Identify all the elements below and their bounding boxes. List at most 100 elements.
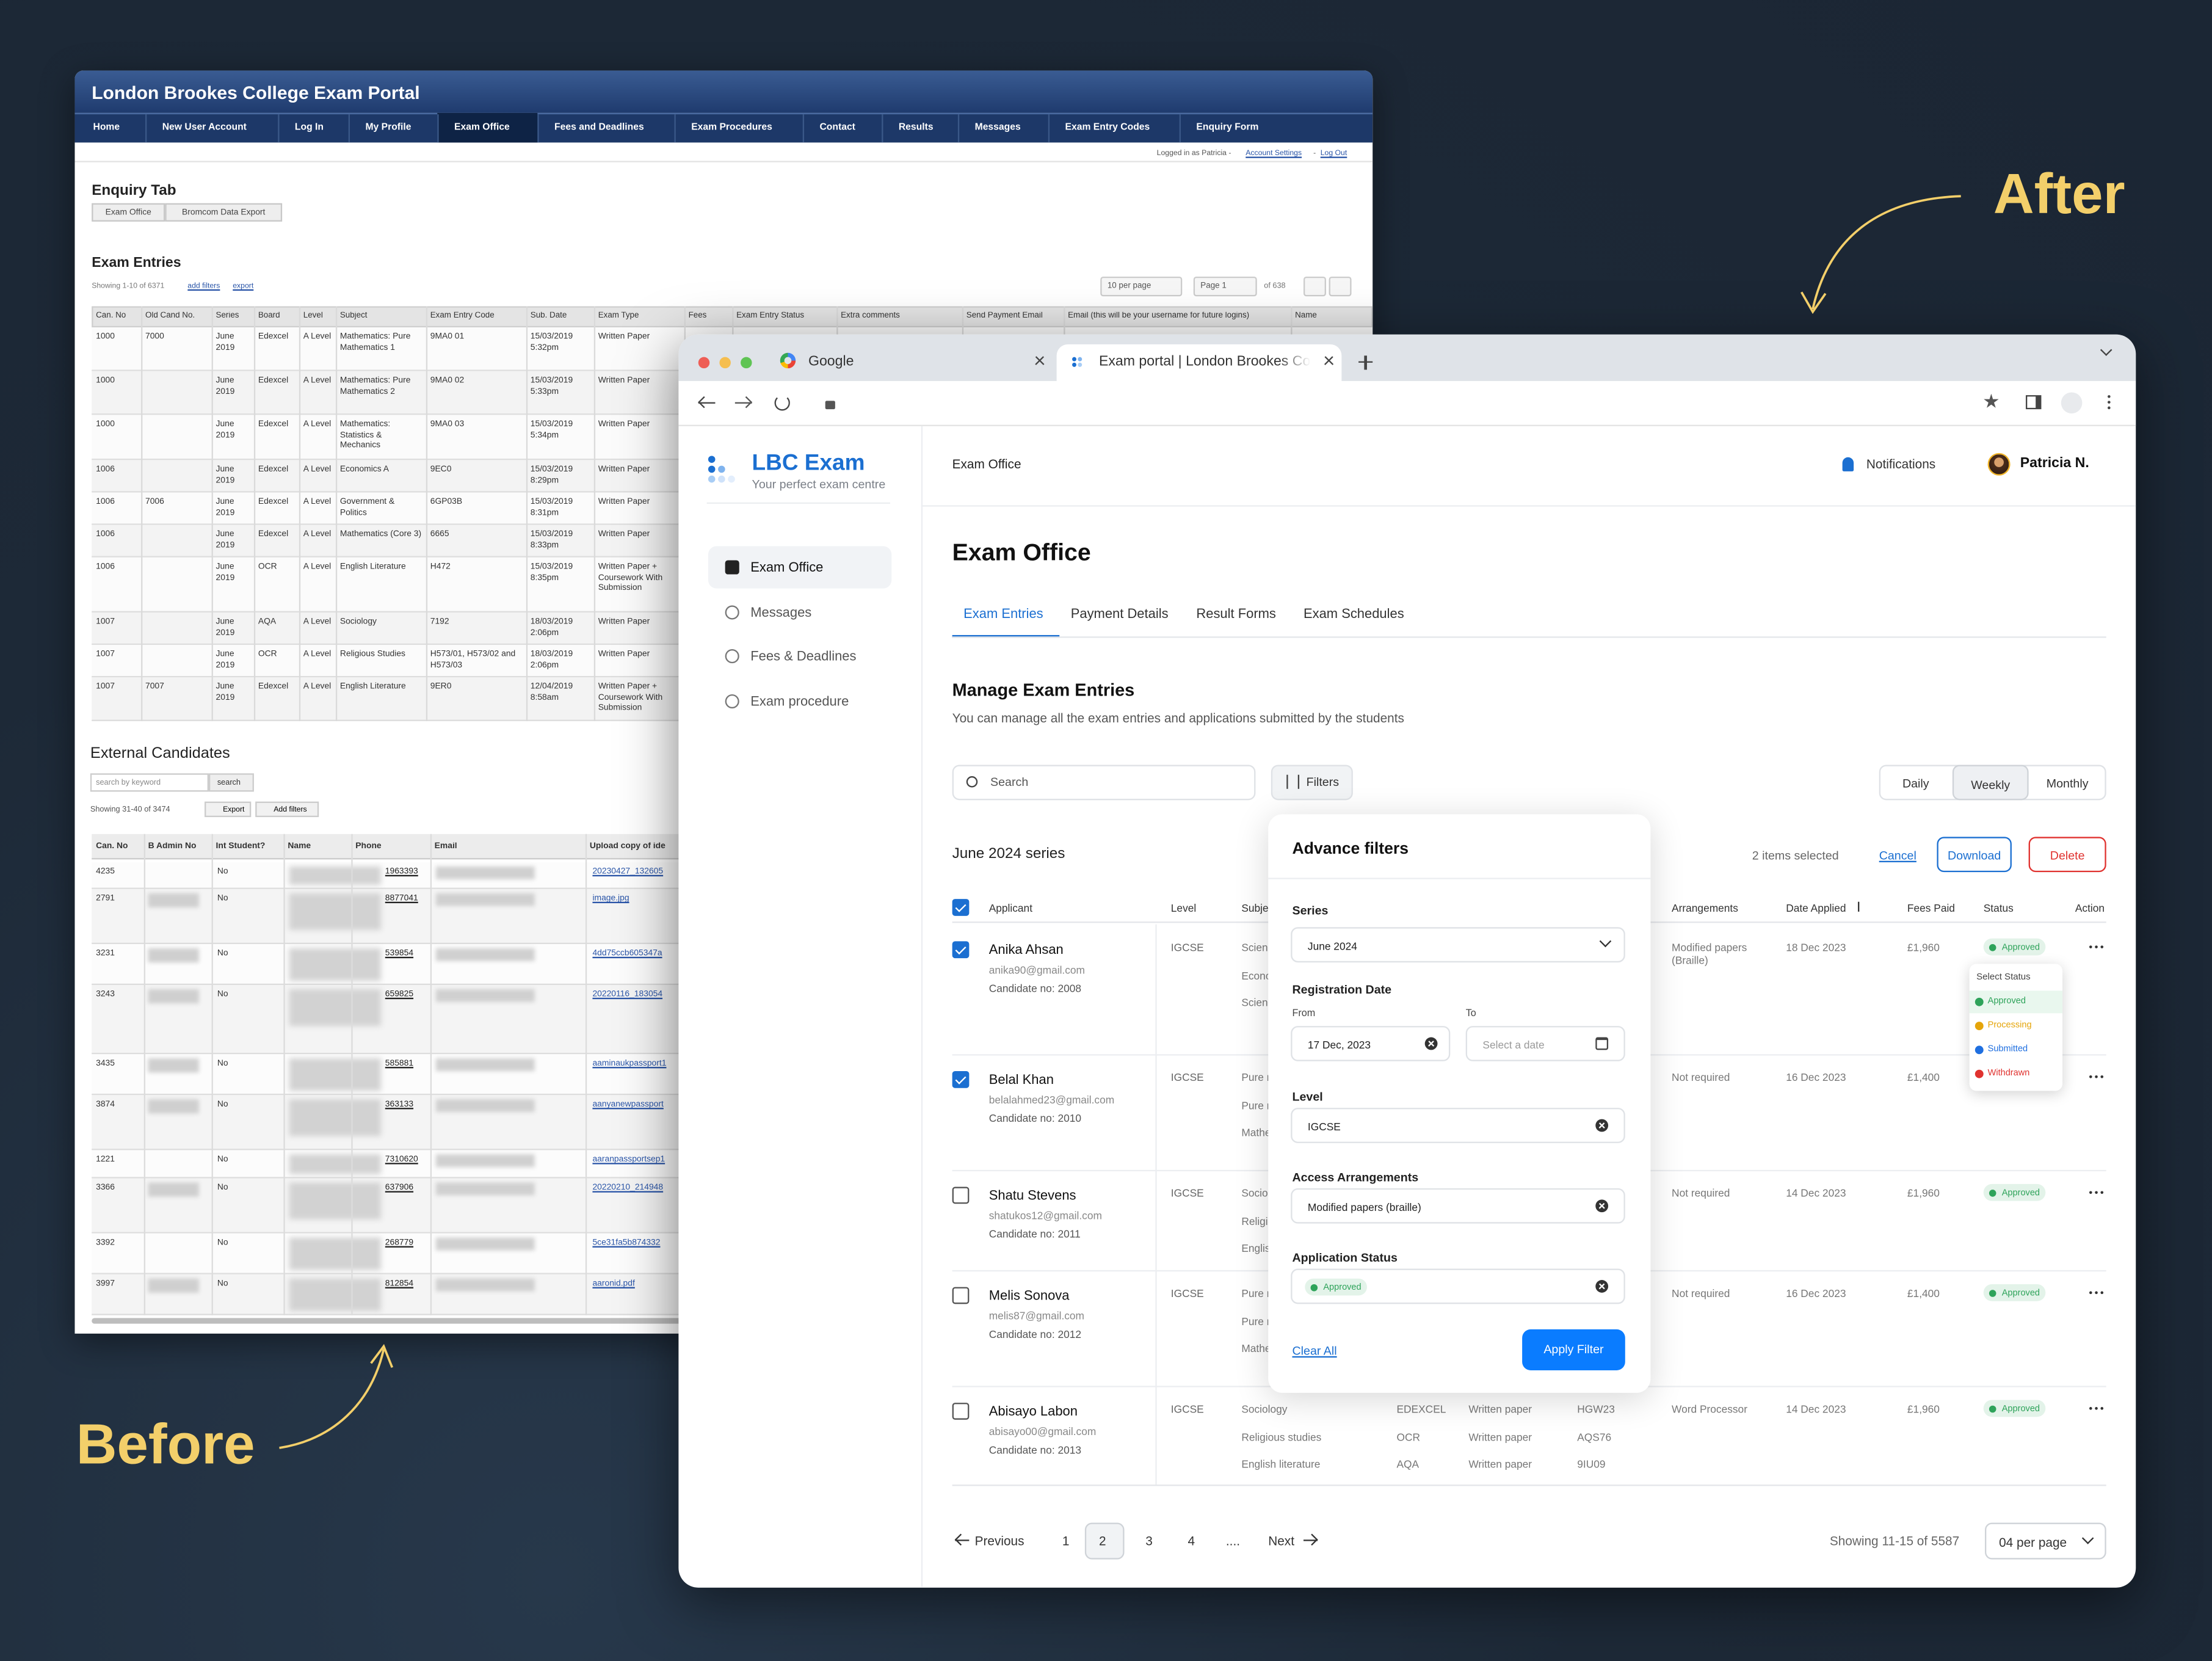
- next[interactable]: Next: [1268, 1534, 1295, 1549]
- sidebar-item[interactable]: Exam Office: [750, 560, 824, 576]
- per-page-select[interactable]: 10 per page: [1100, 276, 1183, 297]
- upload-link[interactable]: 5ce31fa5b874332: [592, 1239, 661, 1248]
- back-button[interactable]: [698, 402, 716, 404]
- header-checkbox[interactable]: [952, 899, 970, 916]
- upload-link[interactable]: image.jpg: [592, 895, 629, 904]
- status-option[interactable]: Withdrawn: [1987, 1068, 2030, 1078]
- row-checkbox[interactable]: [952, 1403, 970, 1420]
- status-option[interactable]: Processing: [1987, 1020, 2032, 1031]
- row-actions[interactable]: [2089, 1191, 2092, 1194]
- per-page-select[interactable]: 04 per page: [1985, 1522, 2106, 1560]
- tab[interactable]: Payment Details: [1070, 606, 1169, 623]
- period-option[interactable]: Weekly: [1952, 765, 2029, 801]
- sidebar-item[interactable]: Exam procedure: [750, 694, 849, 710]
- row-actions[interactable]: [2089, 945, 2092, 948]
- nav-item[interactable]: Messages: [974, 123, 1021, 133]
- status-option[interactable]: Approved: [1987, 996, 2026, 1006]
- table-cell: Edexcel: [258, 530, 289, 539]
- filters-button[interactable]: [1271, 765, 1353, 801]
- profile-avatar[interactable]: [2061, 392, 2083, 414]
- upload-link[interactable]: aaranpassportsep1: [592, 1155, 665, 1165]
- nav-item[interactable]: My Profile: [365, 123, 412, 133]
- sidebar-item[interactable]: Fees & Deadlines: [750, 649, 857, 665]
- access-select[interactable]: Modified papers (braille): [1291, 1188, 1625, 1224]
- log-out[interactable]: Log Out: [1320, 149, 1347, 158]
- page-number[interactable]: 2: [1098, 1534, 1106, 1549]
- to-date[interactable]: Select a date: [1465, 1026, 1625, 1061]
- add-filters[interactable]: add filters: [187, 282, 220, 291]
- delete-button[interactable]: Delete: [2028, 837, 2106, 873]
- row-actions[interactable]: [2089, 1407, 2092, 1410]
- download-button[interactable]: Download: [1937, 837, 2012, 873]
- external-search-button[interactable]: search: [208, 773, 254, 792]
- lock-icon: [825, 401, 835, 410]
- level-select[interactable]: IGCSE: [1291, 1108, 1625, 1143]
- nav-item[interactable]: Fees and Deadlines: [554, 123, 644, 133]
- sidebar-item[interactable]: Messages: [750, 605, 812, 621]
- period-option[interactable]: Daily: [1902, 776, 1929, 791]
- upload-link[interactable]: aaminaukpassport1: [592, 1059, 667, 1069]
- nav-item[interactable]: Log In: [294, 123, 324, 133]
- enquiry-button[interactable]: Bromcom Data Export: [165, 203, 283, 222]
- period-option[interactable]: Monthly: [2046, 776, 2089, 791]
- menu-dots[interactable]: [2108, 395, 2111, 398]
- next-page[interactable]: [1329, 276, 1352, 297]
- series-select[interactable]: June 2024: [1291, 927, 1625, 963]
- upload-link[interactable]: 20230427_132605: [592, 868, 664, 877]
- nav-item[interactable]: Results: [898, 123, 934, 133]
- browser-tab[interactable]: Exam portal | London Brookes College: [1098, 354, 1311, 370]
- tab[interactable]: Exam Entries: [963, 606, 1043, 623]
- nav-item[interactable]: Exam Procedures: [691, 123, 772, 133]
- external-export[interactable]: Export: [205, 801, 252, 818]
- phone: 363133: [385, 1100, 414, 1110]
- search-box[interactable]: [952, 765, 1256, 801]
- row-checkbox[interactable]: [952, 1187, 970, 1204]
- status-select[interactable]: [1291, 1268, 1625, 1304]
- export[interactable]: export: [233, 282, 254, 291]
- cancel[interactable]: Cancel: [1879, 848, 1916, 862]
- reload-button[interactable]: [774, 395, 790, 411]
- window-control[interactable]: [719, 357, 731, 369]
- nav-item[interactable]: New User Account: [162, 123, 247, 133]
- row-actions[interactable]: [2089, 1075, 2092, 1078]
- apply-filter[interactable]: Apply Filter: [1522, 1329, 1625, 1370]
- nav-item[interactable]: Exam Office: [454, 123, 510, 133]
- upload-link[interactable]: 20220116_183054: [592, 990, 663, 1000]
- prev-page[interactable]: [1303, 276, 1326, 297]
- notifications[interactable]: Notifications: [1866, 457, 1936, 471]
- external-add-filters[interactable]: Add filters: [255, 801, 319, 818]
- upload-link[interactable]: aaronid.pdf: [592, 1280, 635, 1288]
- window-control[interactable]: [698, 357, 710, 369]
- window-control[interactable]: [741, 357, 752, 369]
- tab[interactable]: Result Forms: [1196, 606, 1276, 623]
- user-name[interactable]: Patricia N.: [2020, 456, 2089, 471]
- board: AQA: [1396, 1458, 1420, 1471]
- page-select[interactable]: Page 1: [1193, 276, 1257, 297]
- account-settings[interactable]: Account Settings: [1246, 149, 1302, 158]
- nav-item[interactable]: Home: [93, 123, 120, 133]
- enquiry-button[interactable]: Exam Office: [92, 203, 165, 222]
- row-checkbox[interactable]: [952, 941, 970, 959]
- browser-tab[interactable]: Google: [808, 354, 854, 370]
- row-actions[interactable]: [2089, 1291, 2092, 1295]
- nav-item[interactable]: Enquiry Form: [1196, 123, 1259, 133]
- previous[interactable]: Previous: [974, 1534, 1024, 1549]
- new-tab[interactable]: [1365, 355, 1367, 369]
- nav-item[interactable]: Exam Entry Codes: [1065, 123, 1150, 133]
- external-search[interactable]: search by keyword: [90, 773, 209, 792]
- tab[interactable]: Exam Schedules: [1303, 606, 1404, 623]
- nav-item[interactable]: Contact: [819, 123, 855, 133]
- page-number[interactable]: 3: [1145, 1534, 1153, 1549]
- upload-link[interactable]: aanyanewpassport: [592, 1100, 664, 1110]
- page-number[interactable]: 1: [1062, 1534, 1070, 1549]
- side-panel[interactable]: [2026, 395, 2042, 410]
- page-number[interactable]: 4: [1188, 1534, 1195, 1549]
- from-date[interactable]: 17 Dec, 2023: [1291, 1026, 1451, 1061]
- row-checkbox[interactable]: [952, 1287, 970, 1304]
- upload-link[interactable]: 4dd75ccb605347a: [592, 950, 662, 959]
- status-option[interactable]: Submitted: [1987, 1044, 2028, 1055]
- upload-link[interactable]: 20220210_214948: [592, 1183, 664, 1193]
- forward-button[interactable]: [734, 402, 752, 404]
- clear-all[interactable]: Clear All: [1292, 1343, 1337, 1358]
- row-checkbox[interactable]: [952, 1071, 970, 1088]
